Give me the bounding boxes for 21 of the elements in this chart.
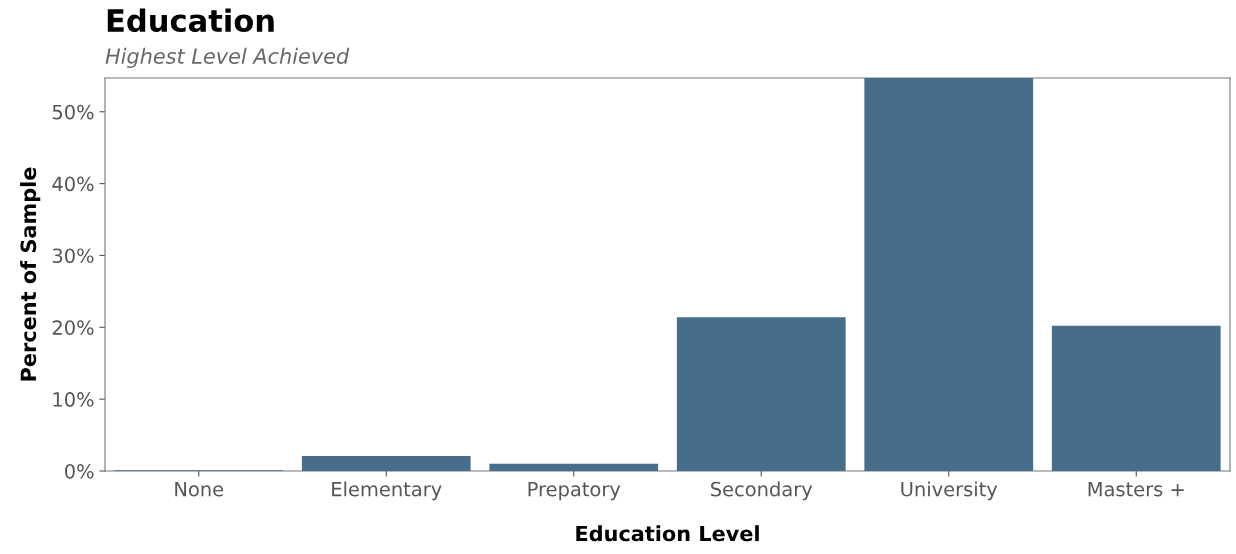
- chart-title: Education: [107, 8, 274, 33]
- bar: [1051, 325, 1221, 471]
- y-axis-title: Percent of Sample: [20, 167, 41, 381]
- x-tick-label: None: [175, 482, 224, 497]
- y-tick-label: 20%: [52, 320, 94, 335]
- bar: [489, 463, 659, 471]
- x-tick-label: Prepatory: [528, 482, 621, 501]
- y-tick-label: 30%: [52, 248, 94, 264]
- x-tick-label: University: [901, 481, 998, 501]
- y-tick-label: 10%: [53, 392, 94, 407]
- bar: [864, 78, 1034, 471]
- x-tick-label: Masters +: [1088, 482, 1184, 497]
- x-tick-label: Secondary: [711, 481, 813, 501]
- bar: [676, 317, 846, 471]
- x-axis-title: Education Level: [576, 525, 759, 542]
- y-tick-label: 0%: [65, 463, 94, 479]
- bar: [301, 455, 471, 471]
- chart-subtitle: Highest Level Achieved: [105, 47, 350, 68]
- y-tick-label: 50%: [52, 104, 94, 120]
- x-tick-label: Elementary: [332, 481, 442, 501]
- y-tick-label: 40%: [52, 176, 94, 192]
